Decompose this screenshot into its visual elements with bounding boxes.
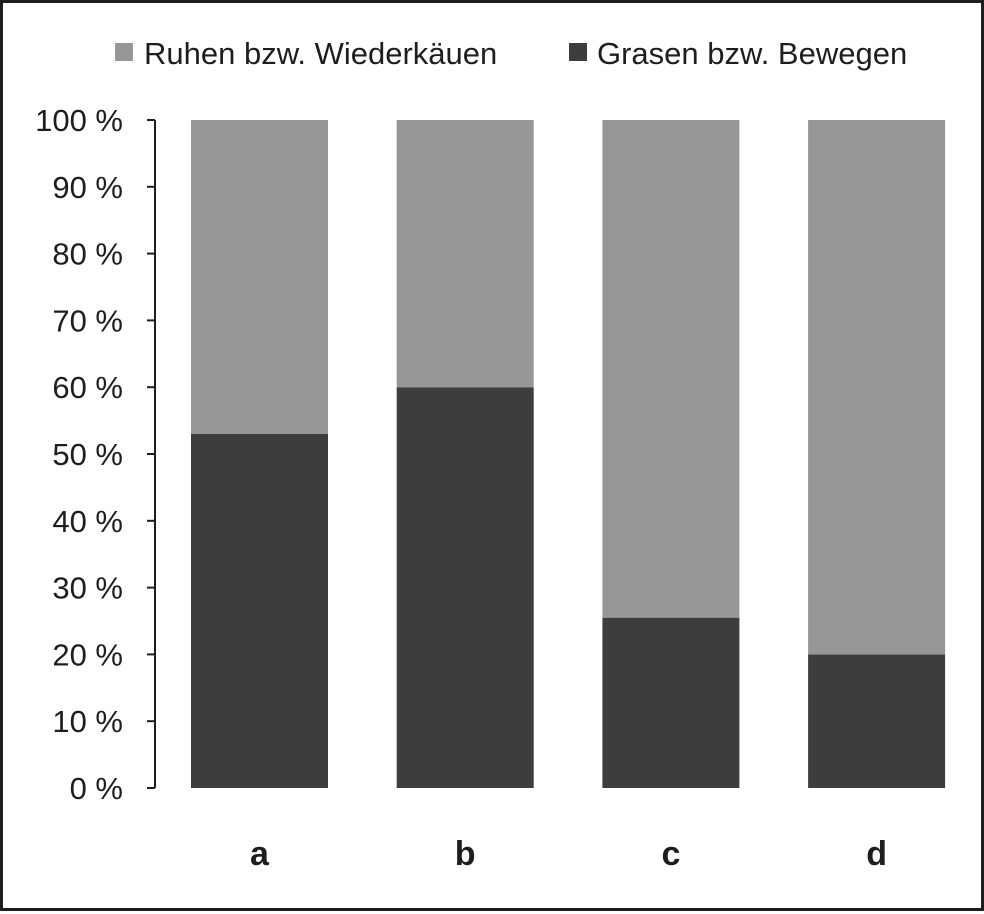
bar-c-series-0: [602, 617, 740, 788]
y-tick-label: 30 %: [52, 571, 123, 606]
x-tick-label: a: [250, 835, 270, 873]
y-tick-label: 70 %: [52, 303, 123, 338]
bar-a-series-1: [191, 120, 328, 434]
y-tick-label: 100 %: [35, 103, 123, 138]
y-tick-label: 0 %: [70, 771, 123, 806]
bar-d-series-1: [808, 120, 946, 655]
x-axis-labels: a b c d: [250, 835, 887, 873]
legend-label: Grasen bzw. Bewegen: [597, 36, 907, 71]
bars: [191, 120, 946, 788]
y-tick-label: 20 %: [52, 637, 123, 672]
y-tick-label: 90 %: [52, 170, 123, 205]
y-tick-label: 10 %: [52, 704, 123, 739]
legend: Ruhen bzw. Wiederkäuen Grasen bzw. Bewege…: [115, 36, 907, 71]
bar-b-series-0: [396, 387, 534, 788]
stacked-bar-chart: Ruhen bzw. Wiederkäuen Grasen bzw. Bewege…: [35, 36, 946, 873]
y-axis: 0 % 10 % 20 % 30 % 40 % 50 % 60 % 70 % 80 % 90 % 1…: [35, 103, 156, 806]
legend-label: Ruhen bzw. Wiederkäuen: [144, 36, 497, 71]
x-tick-label: d: [866, 835, 887, 873]
y-tick-label: 50 %: [52, 437, 123, 472]
legend-swatch: [115, 43, 133, 61]
bar-a-series-0: [191, 433, 328, 788]
y-tick-label: 60 %: [52, 370, 123, 405]
x-tick-label: b: [455, 835, 476, 873]
bar-b-series-1: [396, 120, 534, 388]
y-tick-label: 80 %: [52, 237, 123, 272]
bar-d-series-0: [808, 654, 946, 788]
bar-c-series-1: [602, 120, 740, 618]
x-tick-label: c: [661, 835, 680, 873]
legend-swatch: [569, 43, 587, 61]
y-tick-label: 40 %: [52, 504, 123, 539]
